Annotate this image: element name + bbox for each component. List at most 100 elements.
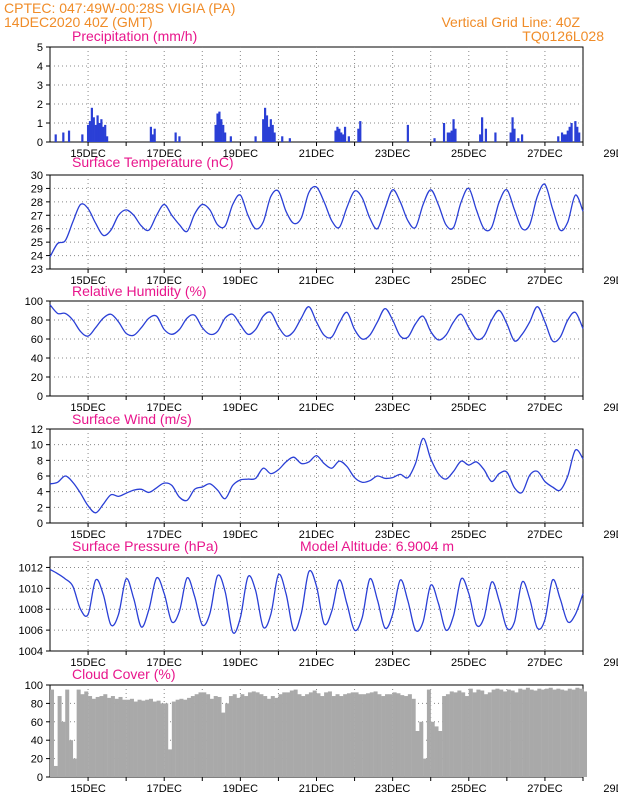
y-tick-label: 1010 (19, 583, 43, 595)
x-tick-label: 15DEC (70, 275, 106, 287)
cloud-bar (583, 691, 588, 777)
cloud-bar (350, 692, 355, 777)
precip-bar (442, 123, 446, 142)
pressure-panel: Surface Pressure (hPa) Model Altitude: 6… (19, 538, 618, 669)
cloud-bar (480, 690, 485, 777)
precip-bar (224, 132, 227, 142)
cloud-bar (400, 695, 405, 777)
cloud-bar (563, 690, 568, 777)
y-tick-label: 100 (25, 680, 43, 692)
cloud-bar (217, 696, 222, 777)
cloud-bar (320, 696, 325, 777)
precip-bar (564, 134, 567, 142)
x-tick-label: 23DEC (375, 275, 411, 287)
cloud-bar (331, 696, 336, 777)
y-tick-label: 4 (37, 61, 43, 73)
cloud-bar (240, 694, 245, 777)
pressure-title: Surface Pressure (hPa) (72, 538, 218, 554)
y-tick-label: 40 (31, 735, 43, 747)
precip-bar (62, 132, 65, 142)
y-tick-label: 1006 (19, 625, 43, 637)
x-tick-label: 27DEC (527, 402, 563, 414)
cloud-bar (65, 689, 70, 777)
x-tick-label: 17DEC (146, 783, 182, 795)
x-tick-label: 27DEC (527, 657, 563, 669)
x-tick-label: 19DEC (223, 529, 259, 541)
cloud-bar (255, 692, 260, 777)
precip-bar (517, 138, 520, 142)
cloud-bar (305, 694, 310, 777)
precip-bar (178, 136, 181, 142)
y-tick-label: 40 (31, 353, 43, 365)
precip-bar (576, 126, 579, 142)
y-tick-label: 0 (37, 518, 43, 530)
precip-bar (86, 124, 90, 142)
precip-bar (568, 126, 571, 142)
x-tick-label: 23DEC (375, 529, 411, 541)
cloud-bar (575, 687, 580, 777)
x-tick-label: 19DEC (223, 402, 259, 414)
x-tick-label: 25DEC (451, 275, 487, 287)
cloud-bar (522, 689, 527, 777)
cloud-bar (385, 694, 390, 777)
cloud-bar (434, 726, 439, 777)
cloud-bar (236, 697, 241, 777)
precip-bar (220, 119, 223, 142)
x-tick-label: 15DEC (70, 529, 106, 541)
precip-bar (479, 134, 482, 142)
y-tick-label: 60 (31, 334, 43, 346)
x-tick-label: 25DEC (451, 402, 487, 414)
precip-bar (509, 132, 512, 142)
x-tick-label: 29DEC (603, 402, 618, 414)
cloud-bar (396, 693, 401, 777)
precip-bar (222, 124, 225, 142)
cloud-bar (202, 692, 207, 777)
y-tick-label: 1004 (19, 646, 43, 658)
precip-bar (511, 117, 514, 142)
x-tick-label: 25DEC (451, 148, 487, 160)
cloud-bar (388, 694, 393, 777)
cloud-bar (358, 694, 363, 777)
y-tick-label: 0 (37, 137, 43, 149)
cloud-bar (362, 694, 367, 777)
cloud-bar (430, 721, 435, 777)
precip-bar (214, 124, 217, 142)
header-station: CPTEC: 047:49W-00:28S VIGIA (PA) (4, 0, 236, 16)
cloud-bar (103, 694, 108, 777)
x-tick-label: 21DEC (299, 148, 335, 160)
precip-bar (262, 119, 265, 142)
cloud-bar (129, 698, 134, 777)
cloud-bar (225, 703, 230, 777)
cloud-bar (133, 701, 138, 777)
precip-bar (151, 134, 154, 142)
x-tick-label: 17DEC (146, 275, 182, 287)
cloud-bar (110, 696, 115, 777)
precip-bar (288, 138, 291, 142)
y-tick-label: 3 (37, 80, 43, 92)
y-tick-label: 23 (31, 264, 43, 276)
y-tick-label: 12 (31, 424, 43, 436)
y-tick-label: 0 (37, 772, 43, 784)
cloud-bar (194, 694, 199, 777)
humidity-panel: Relative Humidity (%) 0 20 40 60 80 100 15DEC 1… (25, 283, 618, 414)
cloud-bar (206, 694, 211, 777)
y-tick-label: 25 (31, 237, 43, 249)
cloud-bar (61, 721, 66, 777)
cloud-bar (537, 688, 542, 777)
cloud-bar (484, 694, 489, 777)
x-tick-label: 17DEC (146, 148, 182, 160)
precip-bar (216, 113, 219, 142)
series-line (49, 304, 584, 343)
x-tick-label: 25DEC (451, 657, 487, 669)
x-tick-label: 19DEC (223, 275, 259, 287)
cloud-bar (499, 689, 504, 777)
wind-panel: Surface Wind (m/s) 0 2 4 6 8 10 12 15DEC 17DEC 19… (31, 411, 618, 541)
precip-bar (494, 132, 497, 142)
y-tick-label: 2 (37, 502, 43, 514)
cloud-bar (107, 697, 112, 777)
cloud-bar (365, 693, 370, 777)
cloud-bar (316, 693, 321, 777)
x-tick-label: 29DEC (603, 275, 618, 287)
cloud-bar (198, 692, 203, 777)
cloud-bar (183, 699, 188, 777)
